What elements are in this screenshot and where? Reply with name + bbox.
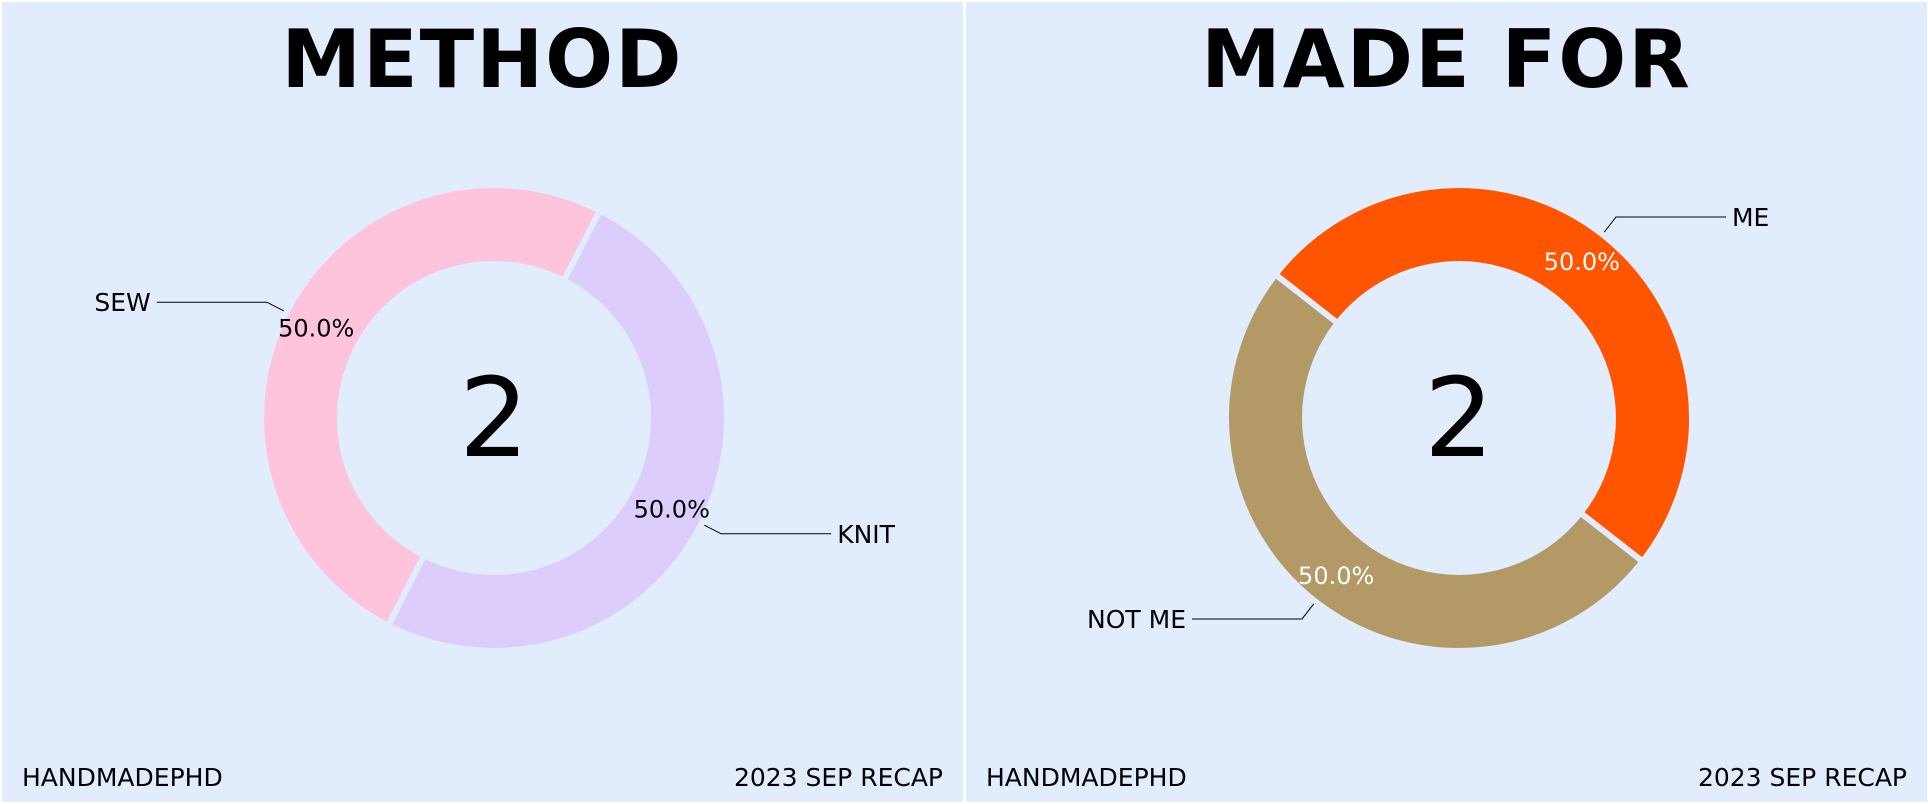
percent-label: 50.0% bbox=[278, 314, 354, 342]
footer-brand: HANDMADEPHD bbox=[986, 763, 1187, 792]
center-total: 2 bbox=[1424, 354, 1494, 482]
method-donut-chart: 50.0% KNIT 50.0% SEW 2 bbox=[94, 182, 896, 654]
category-label-me: ME bbox=[1732, 203, 1769, 232]
center-total: 2 bbox=[459, 354, 529, 482]
donut-slice-me bbox=[1271, 182, 1695, 566]
footer-recap: 2023 SEP RECAP bbox=[1697, 763, 1907, 792]
category-label-sew: SEW bbox=[94, 288, 150, 317]
percent-label: 50.0% bbox=[1298, 562, 1374, 590]
footer-brand: HANDMADEPHD bbox=[22, 763, 223, 792]
footer-recap: 2023 SEP RECAP bbox=[733, 763, 943, 792]
donut-slice-sew bbox=[258, 182, 604, 630]
made-for-donut-chart: 50.0% ME 50.0% NOT ME 2 bbox=[1087, 182, 1769, 654]
category-label-knit: KNIT bbox=[837, 520, 895, 549]
donut-slice-not-me bbox=[1223, 270, 1647, 654]
leader-line bbox=[1192, 603, 1315, 620]
chart-title: MADE FOR bbox=[1201, 13, 1692, 106]
percent-label: 50.0% bbox=[1544, 248, 1620, 276]
leader-line bbox=[1603, 216, 1726, 233]
made-for-panel: MADE FOR 50.0% ME 50.0% NOT ME 2 HANDMADEPHD… bbox=[966, 2, 1927, 802]
leader-line bbox=[704, 524, 832, 535]
method-panel: METHOD 50.0% KNIT 50.0% SEW 2 HANDMADEPHD 20… bbox=[2, 2, 963, 802]
chart-title: METHOD bbox=[281, 13, 684, 106]
donut-slice-knit bbox=[384, 206, 730, 654]
percent-label: 50.0% bbox=[634, 496, 710, 524]
category-label-not-me: NOT ME bbox=[1087, 605, 1186, 634]
leader-line bbox=[156, 301, 284, 312]
